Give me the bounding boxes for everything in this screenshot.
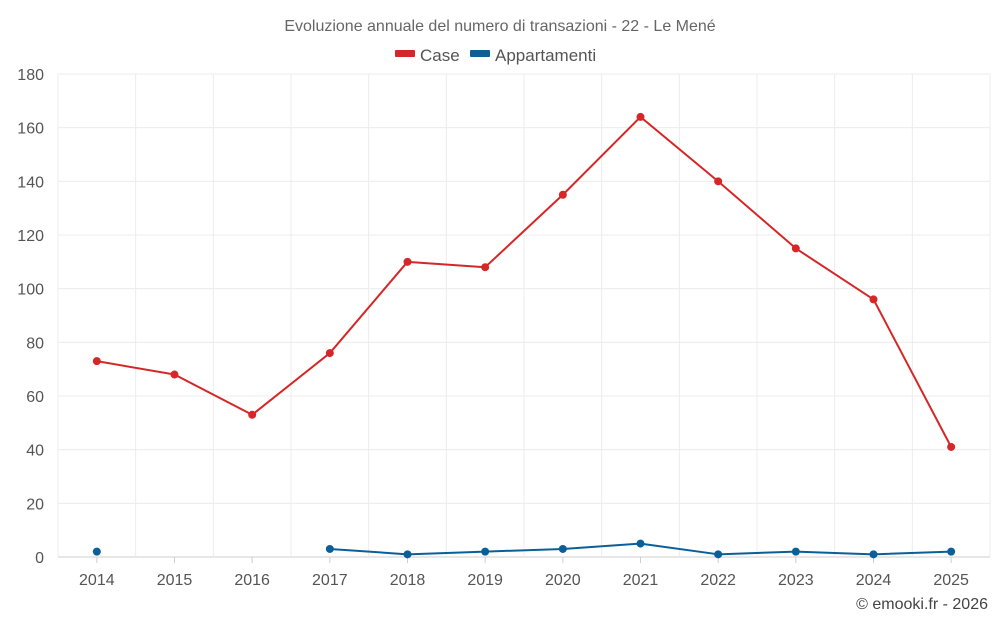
data-point-case[interactable] bbox=[403, 257, 412, 266]
data-point-case[interactable] bbox=[791, 244, 800, 253]
data-point-case[interactable] bbox=[714, 177, 723, 186]
legend-label-appartamenti: Appartamenti bbox=[495, 46, 596, 65]
x-tick-label: 2021 bbox=[623, 572, 659, 589]
y-tick-label: 60 bbox=[26, 389, 44, 406]
legend-item-case[interactable]: Case bbox=[395, 46, 460, 65]
data-point-case[interactable] bbox=[947, 442, 956, 451]
data-point-appartamenti[interactable] bbox=[714, 550, 723, 559]
x-tick-label: 2015 bbox=[157, 572, 193, 589]
y-tick-label: 20 bbox=[26, 496, 44, 513]
series-line-case bbox=[96, 115, 953, 448]
data-point-appartamenti[interactable] bbox=[636, 539, 645, 548]
data-point-appartamenti[interactable] bbox=[325, 544, 334, 553]
data-point-appartamenti[interactable] bbox=[791, 547, 800, 556]
data-point-appartamenti[interactable] bbox=[481, 547, 490, 556]
data-point-case[interactable] bbox=[869, 295, 878, 304]
data-point-appartamenti[interactable] bbox=[558, 544, 567, 553]
y-tick-label: 180 bbox=[17, 67, 44, 84]
data-point-case[interactable] bbox=[481, 263, 490, 272]
chart-title: Evoluzione annuale del numero di transaz… bbox=[284, 18, 715, 35]
grid-layer bbox=[57, 73, 991, 558]
legend-swatch-appartamenti bbox=[470, 50, 490, 57]
y-tick-label: 40 bbox=[26, 443, 44, 460]
y-tick-label: 120 bbox=[17, 228, 44, 245]
data-point-appartamenti[interactable] bbox=[92, 547, 101, 556]
y-tick-label: 0 bbox=[35, 550, 44, 567]
x-tick-label: 2020 bbox=[545, 572, 581, 589]
x-tick-label: 2022 bbox=[700, 572, 736, 589]
data-point-appartamenti[interactable] bbox=[869, 550, 878, 559]
legend-item-appartamenti[interactable]: Appartamenti bbox=[470, 46, 596, 65]
legend: Case Appartamenti bbox=[395, 46, 596, 65]
x-tick-label: 2016 bbox=[234, 572, 270, 589]
x-tick-label: 2024 bbox=[856, 572, 892, 589]
y-tick-label: 80 bbox=[26, 335, 44, 352]
x-tick-label: 2019 bbox=[467, 572, 503, 589]
x-tick-label: 2025 bbox=[933, 572, 969, 589]
y-tick-label: 100 bbox=[17, 282, 44, 299]
data-point-case[interactable] bbox=[636, 112, 645, 121]
axis-layer: 0 20 40 60 80 100 120 140 160 180 2014 2015 2016 2017… bbox=[17, 67, 969, 589]
data-point-appartamenti[interactable] bbox=[403, 550, 412, 559]
series-layer bbox=[92, 112, 956, 559]
x-tick-label: 2023 bbox=[778, 572, 814, 589]
y-tick-label: 160 bbox=[17, 121, 44, 138]
x-tick-label: 2017 bbox=[312, 572, 348, 589]
x-tick-label: 2018 bbox=[390, 572, 426, 589]
data-point-case[interactable] bbox=[325, 349, 334, 358]
data-point-case[interactable] bbox=[248, 410, 257, 419]
data-point-appartamenti[interactable] bbox=[947, 547, 956, 556]
copyright-credit: © emooki.fr - 2026 bbox=[856, 596, 988, 613]
data-point-case[interactable] bbox=[558, 190, 567, 199]
legend-swatch-case bbox=[395, 50, 415, 57]
legend-label-case: Case bbox=[420, 46, 460, 65]
x-tick-label: 2014 bbox=[79, 572, 115, 589]
data-point-case[interactable] bbox=[170, 370, 179, 379]
y-tick-label: 140 bbox=[17, 174, 44, 191]
data-point-case[interactable] bbox=[92, 357, 101, 366]
